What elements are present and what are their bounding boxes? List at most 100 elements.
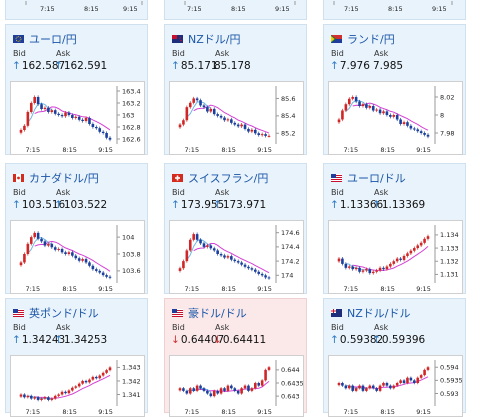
ask-label: Ask [215, 323, 230, 332]
candle-body [101, 131, 105, 133]
candle-body [250, 129, 254, 132]
bid-number: 1.13366 [339, 199, 384, 211]
nz-us-flag-icon [331, 309, 342, 317]
bid-value: ↑162.587 [12, 60, 65, 72]
x-tick-label: 9:15 [257, 146, 272, 154]
rate-card[interactable]: 豪ドル/ドル Bid Ask ↓0.64407 ↓0.64411 0.644 0.… [164, 298, 307, 417]
ch-flag-icon [172, 174, 183, 182]
price-chart[interactable]: 0.594 0.5935 0.593 7:15 8:15 9:15 [328, 355, 463, 417]
chart-svg: 85.6 85.4 85.2 7:15 8:15 9:15 [178, 86, 295, 154]
candle-body [426, 367, 430, 370]
price-chart[interactable]: 0.644 0.6435 0.643 7:15 8:15 9:15 [169, 355, 304, 417]
pair-name[interactable]: スイスフラン/円 [188, 172, 269, 185]
arrow-up-icon: ↑ [12, 334, 21, 346]
pair-name[interactable]: ユーロ/円 [29, 33, 77, 46]
candle-body [40, 398, 43, 400]
candle-body [267, 277, 271, 279]
candle-body [53, 110, 57, 114]
candle-body [368, 106, 372, 108]
candle-body [361, 104, 365, 106]
x-tick-label: 9:15 [98, 146, 113, 154]
candle-body [81, 259, 84, 261]
pair-title[interactable]: スイスフラン/円 [172, 170, 268, 186]
rate-card[interactable]: カナダドル/円 Bid Ask ↑103.516 ↑103.522 104 103… [5, 163, 148, 294]
price-chart[interactable]: 1.343 1.342 1.341 7:15 8:15 9:15 [10, 355, 145, 417]
pair-name[interactable]: 豪ドル/ドル [188, 307, 247, 320]
pair-name[interactable]: NZドル/円 [188, 33, 241, 46]
arrow-up-icon: ↑ [12, 60, 21, 72]
rate-card[interactable]: ユーロ/円 Bid Ask ↑162.587 ↑162.591 163.4 163… [5, 24, 148, 155]
candle-body [254, 269, 257, 272]
candle-body [236, 261, 240, 263]
y-tick-label: 7.98 [440, 129, 454, 137]
candle-body [50, 110, 54, 112]
x-tick-label: 9:15 [257, 285, 272, 293]
chart-svg: 174.6 174.4 174.2 174 7:15 8:15 9:15 [178, 225, 300, 293]
rate-card[interactable]: NZドル/円 Bid Ask ↑85.171 85.178 85.6 85.4 85… [164, 24, 307, 155]
x-tick: 8:15 [388, 5, 403, 13]
candle-body [67, 390, 71, 394]
chart-svg: 104 103.8 103.6 7:15 8:15 9:15 [19, 225, 141, 293]
pair-name[interactable]: 英ポンド/ドル [29, 307, 99, 320]
candle-body [192, 98, 195, 103]
candle-body [60, 115, 64, 117]
pair-title[interactable]: 豪ドル/ドル [172, 305, 247, 321]
candle-body [57, 248, 60, 250]
y-tick-label: 103.6 [122, 267, 141, 275]
pair-name[interactable]: ユーロ/ドル [347, 172, 406, 185]
candle-body [426, 236, 430, 239]
card-top-2: 7:15 8:15 9:15 [164, 0, 307, 20]
price-chart[interactable]: 174.6 174.4 174.2 174 7:15 8:15 9:15 [169, 220, 304, 294]
rate-card[interactable]: ランド/円 Bid Ask ↑7.976 7.985 8.02 8 7.98 7:15… [323, 24, 466, 155]
x-tick-label: 9:15 [416, 285, 431, 293]
candle-body [243, 124, 247, 129]
price-chart[interactable]: 104 103.8 103.6 7:15 8:15 9:15 [10, 220, 145, 294]
candle-body [378, 267, 382, 271]
pair-title[interactable]: NZドル/ドル [331, 305, 410, 321]
candle-body [358, 267, 361, 272]
rate-card[interactable]: ユーロ/ドル Bid Ask ↑1.13366 ↑1.13369 1.134 1.… [323, 163, 466, 294]
candle-body [257, 383, 261, 386]
ask-label: Ask [215, 49, 230, 58]
bid-number: 1.34243 [21, 334, 66, 346]
pair-title[interactable]: ランド/円 [331, 31, 395, 47]
bid-label: Bid [331, 323, 344, 332]
candle-body [264, 369, 267, 381]
candle-body [64, 252, 67, 254]
pair-name[interactable]: カナダドル/円 [29, 172, 99, 185]
price-chart[interactable]: 85.6 85.4 85.2 7:15 8:15 9:15 [169, 81, 304, 155]
candle-body [223, 117, 226, 121]
pair-title[interactable]: 英ポンド/ドル [13, 305, 99, 321]
candle-body [57, 394, 60, 396]
price-chart[interactable]: 8.02 8 7.98 7:15 8:15 9:15 [328, 81, 463, 155]
candle-body [260, 273, 264, 276]
candle-body [182, 120, 185, 125]
candle-body [254, 383, 257, 389]
pair-title[interactable]: ユーロ/ドル [331, 170, 406, 186]
bid-label: Bid [13, 49, 26, 58]
candle-body [378, 385, 382, 391]
rate-card[interactable]: NZドル/ドル Bid Ask ↑0.59382 ↑0.59396 0.594 0… [323, 298, 466, 417]
pair-title[interactable]: NZドル/円 [172, 31, 240, 47]
ask-number: 7.985 [373, 60, 404, 72]
rate-card[interactable]: スイスフラン/円 Bid Ask ↑173.955 ↑173.971 174.6… [164, 163, 307, 294]
short-average-line [186, 101, 212, 118]
arrow-up-icon: ↑ [372, 199, 381, 211]
pair-name[interactable]: ランド/円 [347, 33, 395, 46]
pair-name[interactable]: NZドル/ドル [347, 307, 411, 320]
ask-number: 173.971 [222, 199, 267, 211]
bid-value: ↑173.955 [171, 199, 224, 211]
candle-body [419, 242, 423, 246]
pair-title[interactable]: カナダドル/円 [13, 170, 99, 186]
candle-body [233, 259, 237, 262]
price-chart[interactable]: 1.134 1.133 1.132 1.131 7:15 8:15 9:15 [328, 220, 463, 294]
candle-body [267, 135, 271, 137]
price-chart[interactable]: 163.4 163.2 163 162.8 162.6 7:15 8:15 9:15 [10, 81, 145, 155]
candle-body [216, 114, 219, 116]
candle-body [23, 254, 26, 263]
pair-title[interactable]: ユーロ/円 [13, 31, 77, 47]
candle-body [395, 115, 399, 120]
rate-card[interactable]: 英ポンド/ドル Bid Ask ↑1.34243 ↑1.34253 1.343 1… [5, 298, 148, 417]
candle-body [95, 376, 98, 379]
candle-body [267, 367, 271, 370]
